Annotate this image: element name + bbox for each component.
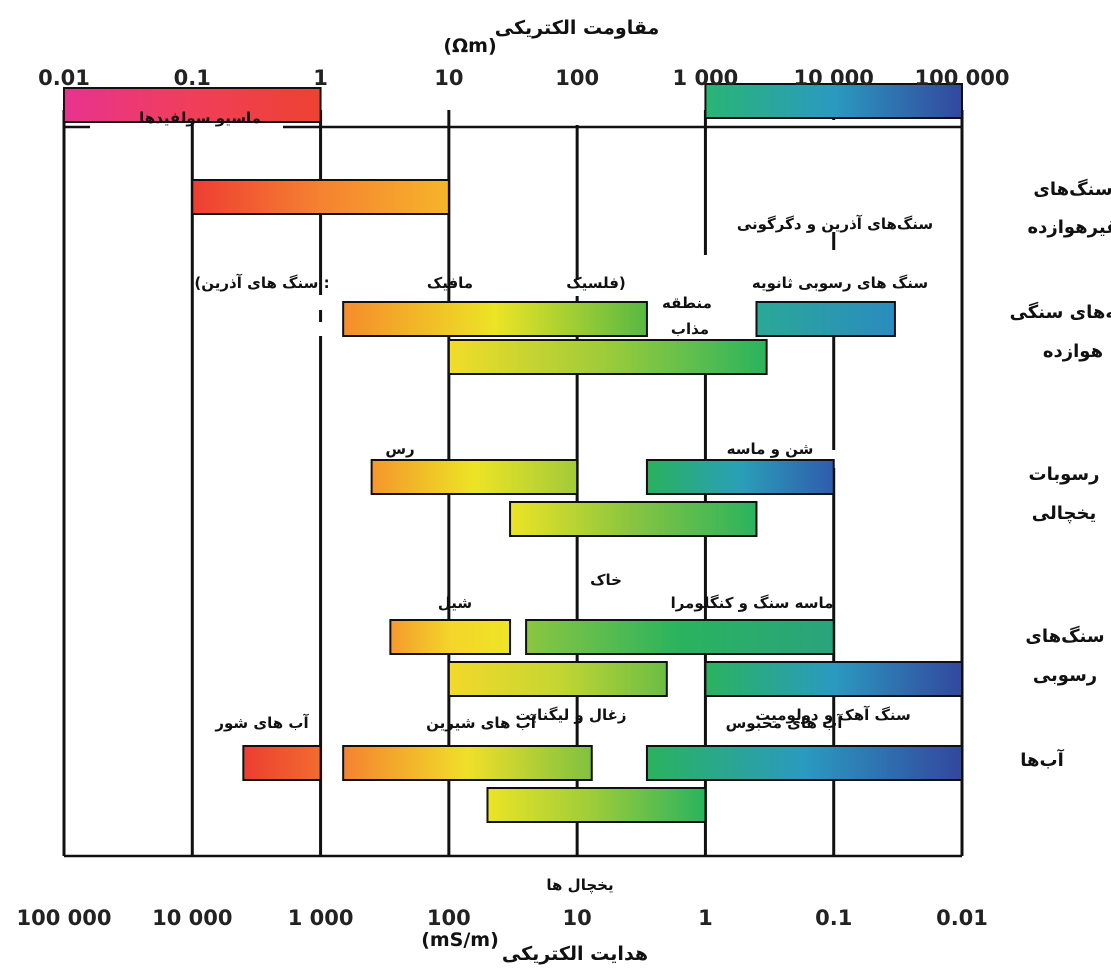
range-bar-6 — [370, 459, 579, 495]
range-bar-1 — [191, 179, 450, 215]
axis-frame — [64, 125, 962, 858]
bar-annotation-11: شیل — [438, 594, 472, 612]
range-bar-11 — [447, 661, 668, 697]
bar-annotation-8: رس — [385, 440, 414, 458]
range-bar-12 — [704, 661, 964, 697]
top-tick-label-6: 10 000 — [794, 66, 874, 90]
top-tick-label-3: 10 — [434, 66, 463, 90]
range-bar-14 — [342, 745, 593, 781]
axis-titles: مقاومت الکتریکی(Ωm) هدایت الکتریکی(mS/m) — [421, 17, 659, 965]
bar-annotation-18: یخچال ها — [546, 876, 613, 895]
range-bar-7 — [645, 459, 835, 495]
bar-annotation-1: سنگ‌های آذرین و دگرگونی — [737, 215, 933, 233]
bottom-tick-label-6: 0.1 — [815, 906, 852, 930]
bar-annotation-9: شن و ماسه — [727, 440, 814, 458]
bar-annotation-10: خاک — [590, 571, 622, 589]
group-label-0-0: سنگ‌های — [1033, 178, 1111, 200]
range-bar-10 — [525, 619, 835, 655]
range-bar-3 — [342, 301, 648, 337]
top-tick-label-4: 100 — [555, 66, 599, 90]
bar-annotation-13: زغال و لیگنایت — [515, 706, 626, 724]
group-label-1-1: هوازده — [1043, 341, 1103, 362]
bottom-tick-label-2: 1 000 — [288, 906, 354, 930]
bar-annotation-15: آب های شور — [214, 714, 309, 732]
top-tick-label-1: 0.1 — [174, 66, 211, 90]
group-label-4-0: آب‌ها — [1020, 748, 1064, 771]
range-bar-5 — [755, 301, 896, 337]
bar-annotation-7: سنگ های رسوبی ثانویه — [752, 274, 928, 292]
bottom-tick-label-0: 100 000 — [17, 906, 112, 930]
bottom-axis-unit: (mS/m) — [421, 929, 499, 951]
top-tick-label-5: 1 000 — [673, 66, 739, 90]
range-bar-16 — [486, 787, 707, 823]
bar-annotation-14: سنگ آهک و دولومیت — [755, 706, 910, 724]
bar-annotation-2: : سنگ های آذرین) — [194, 274, 329, 292]
top-tick-label-2: 1 — [313, 66, 328, 90]
bars-group — [63, 83, 964, 823]
top-tick-label-7: 100 000 — [915, 66, 1010, 90]
top-axis-unit: (Ωm) — [443, 35, 496, 57]
bottom-tick-label-7: 0.01 — [936, 906, 988, 930]
range-bar-13 — [242, 745, 322, 781]
category-labels: سنگ‌های غیرهوازده لایه‌های سنگی هوازده رسوبا… — [1010, 178, 1111, 771]
group-label-1-0: لایه‌های سنگی — [1010, 301, 1111, 323]
bar-annotation-16: آب های شیرین — [426, 714, 537, 732]
group-label-0-1: غیرهوازده — [1027, 217, 1111, 238]
top-tick-label-0: 0.01 — [38, 66, 90, 90]
range-bar-2 — [704, 83, 964, 119]
bar-annotation-4: (فلسیک — [566, 274, 626, 292]
bar-annotation-17: آب های محبوس — [726, 714, 844, 732]
bottom-tick-label-1: 10 000 — [152, 906, 232, 930]
group-label-3-1: رسوبی — [1033, 665, 1097, 686]
group-label-2-1: یخچالی — [1032, 503, 1096, 524]
bar-annotation-0: ماسیو سولفیدها — [139, 109, 261, 127]
range-bar-0 — [63, 87, 322, 123]
bar-annotation-12: ماسه سنگ و کنگلومرا — [671, 594, 834, 612]
top-axis-title: مقاومت الکتریکی — [495, 17, 660, 39]
group-label-2-0: رسوبات — [1029, 464, 1100, 485]
bottom-axis-title: هدایت الکتریکی — [502, 943, 648, 965]
bottom-tick-label-4: 10 — [563, 906, 592, 930]
bottom-tick-label-5: 1 — [698, 906, 713, 930]
bar-annotations: ماسیو سولفیدها سنگ‌های آذرین و دگرگونی : س… — [139, 109, 933, 895]
range-bar-9 — [389, 619, 512, 655]
bottom-tick-label-3: 100 — [427, 906, 471, 930]
bar-annotation-3: مافیک — [427, 274, 473, 292]
range-bar-4 — [447, 339, 768, 375]
range-bar-15 — [645, 745, 963, 781]
group-label-3-0: سنگ‌های — [1025, 625, 1104, 647]
bar-annotation-6: مذاب — [671, 320, 709, 338]
bar-annotation-5: منطقه — [662, 294, 712, 312]
range-bar-8 — [509, 501, 758, 537]
